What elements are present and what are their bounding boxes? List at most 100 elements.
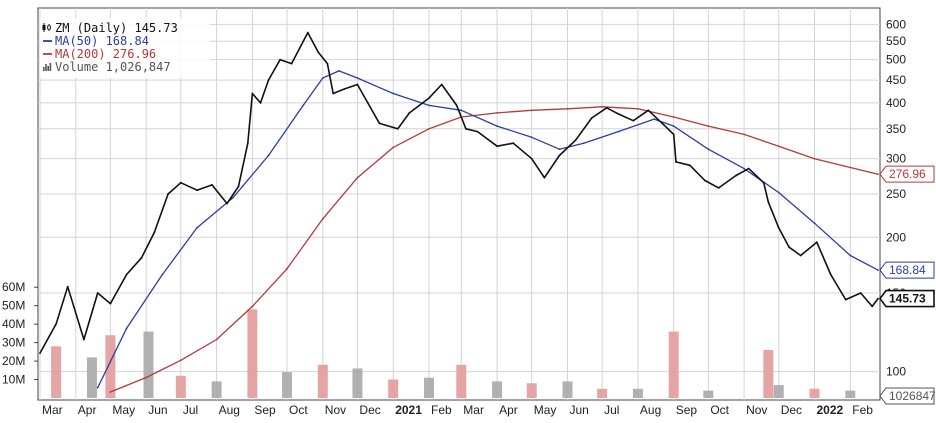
price-line-point bbox=[844, 298, 847, 301]
x-tick-label: May bbox=[534, 403, 557, 417]
ma50-line-point bbox=[96, 386, 99, 389]
ma50-line-point bbox=[231, 197, 234, 199]
volume-bar bbox=[456, 364, 467, 398]
x-tick-label: Mar bbox=[42, 403, 63, 417]
volume-bar bbox=[597, 388, 608, 398]
price-line-point bbox=[317, 51, 320, 53]
price-line-point bbox=[747, 167, 750, 170]
price-line-point bbox=[455, 104, 458, 107]
x-tick-label: Aug bbox=[219, 403, 240, 417]
price-line-point bbox=[762, 181, 765, 184]
volume-bar bbox=[282, 372, 293, 398]
price-line-point bbox=[179, 181, 182, 184]
ma50-line-point bbox=[196, 226, 198, 229]
price-tag-ma50: 168.84 bbox=[879, 261, 935, 279]
x-tick-label: Jul bbox=[183, 403, 198, 417]
price-tag-label: 145.73 bbox=[889, 292, 926, 306]
price-line-point bbox=[109, 302, 112, 305]
x-tick-label: Nov bbox=[746, 403, 767, 417]
y-tick-label: 550 bbox=[886, 34, 906, 48]
price-line-point bbox=[496, 145, 498, 148]
legend-entry: Volume 1,026,847 bbox=[55, 60, 171, 74]
price-line-point bbox=[675, 161, 677, 163]
price-line-point bbox=[39, 352, 41, 354]
x-tick-label: Feb bbox=[852, 403, 873, 417]
price-line-point bbox=[378, 122, 381, 125]
x-tick-label: Sep bbox=[254, 403, 276, 417]
ma50-line-point bbox=[125, 327, 128, 330]
y-tick-label: 450 bbox=[886, 73, 906, 87]
price-line-point bbox=[617, 113, 620, 115]
price-tag-last: 145.73 bbox=[879, 289, 935, 308]
price-line-point bbox=[647, 109, 650, 112]
price-line-point bbox=[871, 305, 874, 308]
price-tag-label: 168.84 bbox=[889, 263, 926, 277]
ma50-line-point bbox=[653, 118, 655, 120]
x-tick-label: Jun bbox=[570, 403, 589, 417]
ma50-line-point bbox=[777, 191, 780, 194]
volume-bar bbox=[175, 375, 186, 398]
x-tick-label: 2021 bbox=[395, 403, 422, 417]
candlestick-icon bbox=[42, 23, 51, 32]
volume-bar bbox=[51, 346, 62, 398]
price-line-point bbox=[343, 88, 346, 90]
volume-bar bbox=[247, 309, 258, 398]
ma200-line-point bbox=[637, 107, 639, 110]
ma200-line-point bbox=[109, 391, 112, 393]
volume-bar bbox=[668, 331, 679, 398]
price-line-point bbox=[440, 83, 443, 86]
price-line-point bbox=[767, 201, 770, 203]
price-line-point bbox=[332, 92, 335, 95]
price-line-point bbox=[777, 226, 780, 229]
ma50-line bbox=[97, 70, 879, 388]
ma50-line-point bbox=[338, 70, 340, 72]
volume-tick-label: 50M bbox=[2, 299, 25, 313]
y-tick-label: 500 bbox=[886, 53, 906, 67]
ma50-line-point bbox=[617, 130, 620, 133]
y-tick-label: 350 bbox=[886, 122, 906, 136]
ma50-line-point bbox=[707, 148, 710, 151]
volume-tick-label: 40M bbox=[2, 317, 25, 331]
volume-bar bbox=[423, 377, 434, 398]
volume-bar bbox=[317, 364, 328, 398]
y-tick-label: 250 bbox=[886, 187, 906, 201]
volume-bar bbox=[211, 381, 222, 398]
price-line-point bbox=[717, 187, 720, 189]
x-tick-label: Mar bbox=[463, 403, 484, 417]
price-line-point bbox=[279, 58, 281, 61]
x-tick-label: Sep bbox=[676, 403, 698, 417]
volume-bar bbox=[86, 357, 97, 398]
ma200-line-point bbox=[530, 109, 533, 112]
price-line-point bbox=[859, 292, 862, 294]
price-line-point bbox=[512, 142, 515, 145]
price-line-point bbox=[815, 241, 818, 244]
price-line-point bbox=[326, 62, 329, 65]
ma50-line-point bbox=[530, 136, 533, 139]
price-line-point bbox=[267, 79, 270, 81]
x-tick-label: Dec bbox=[781, 403, 802, 417]
price-line-point bbox=[356, 83, 359, 86]
price-line-point bbox=[196, 189, 198, 192]
ma50-line-point bbox=[558, 148, 561, 151]
price-line-point bbox=[259, 102, 262, 104]
volume-tick-label: 10M bbox=[2, 373, 25, 387]
price-tag-label: 276.96 bbox=[889, 167, 926, 181]
x-tick-label: Nov bbox=[325, 403, 346, 417]
price-line-point bbox=[543, 176, 546, 179]
price-line-point bbox=[735, 174, 737, 177]
ma50-line-point bbox=[877, 269, 879, 271]
price-tag-ma200: 276.96 bbox=[879, 165, 935, 183]
legend-entry: MA(50) 168.84 bbox=[55, 34, 149, 48]
price-line-point bbox=[829, 273, 832, 276]
volume-bar bbox=[773, 385, 784, 398]
ma50-line-point bbox=[813, 222, 816, 225]
x-tick-label: Feb bbox=[431, 403, 452, 417]
ma200-line-point bbox=[145, 376, 148, 379]
x-tick-label: Dec bbox=[359, 403, 380, 417]
ma200-line-point bbox=[496, 112, 498, 114]
price-tag-box bbox=[879, 165, 935, 183]
ma200-line-point bbox=[813, 157, 816, 160]
volume-bar bbox=[845, 390, 856, 398]
price-line-point bbox=[366, 102, 369, 104]
price-line-point bbox=[605, 106, 608, 109]
